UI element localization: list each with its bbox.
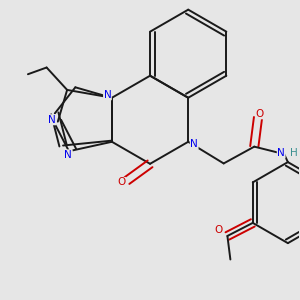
Text: O: O [215, 225, 223, 236]
Text: O: O [256, 109, 264, 119]
Text: N: N [48, 115, 56, 125]
Text: H: H [290, 148, 297, 158]
Text: N: N [277, 148, 285, 158]
Text: O: O [117, 178, 125, 188]
Text: N: N [103, 90, 111, 100]
Text: N: N [190, 139, 198, 149]
Text: N: N [64, 150, 72, 160]
